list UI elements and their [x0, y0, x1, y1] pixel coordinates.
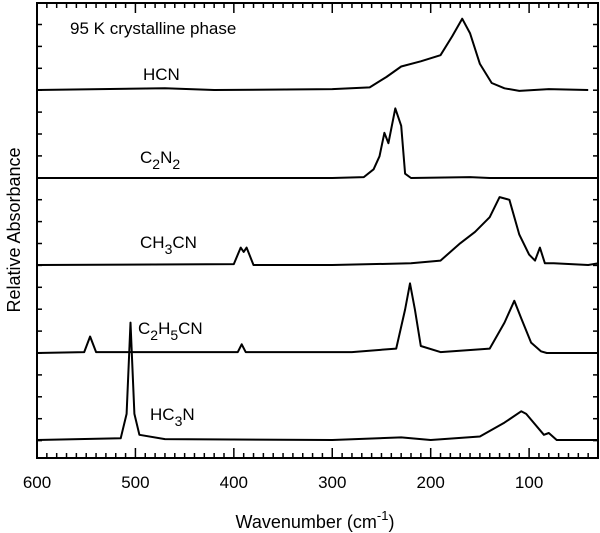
series-labels: HCN C2N2 CH3CN C2H5CN HC3N — [138, 65, 203, 429]
series-label-c2h5cn: C2H5CN — [138, 319, 203, 343]
x-tick-labels: 600 500 400 300 200 100 — [23, 473, 543, 492]
trace-c2h5cn — [36, 282, 598, 354]
x-axis-label: Wavenumber (cm-1) — [236, 508, 395, 532]
y-axis-ticks — [37, 23, 598, 442]
x-tick-label: 300 — [318, 473, 346, 492]
series-label-c2n2: C2N2 — [140, 148, 180, 172]
trace-ch3cn — [36, 196, 599, 266]
x-tick-label: 100 — [515, 473, 543, 492]
trace-c2n2 — [37, 107, 598, 179]
series-label-hcn: HCN — [143, 65, 180, 84]
chart-title: 95 K crystalline phase — [70, 19, 236, 38]
spectrum-traces — [36, 17, 599, 441]
plot-frame — [36, 2, 599, 459]
series-label-ch3cn: CH3CN — [140, 233, 197, 257]
series-label-hc3n: HC3N — [150, 405, 195, 429]
x-tick-label: 200 — [416, 473, 444, 492]
y-axis-label: Relative Absorbance — [4, 147, 24, 312]
x-tick-label: 400 — [220, 473, 248, 492]
x-axis-ticks — [36, 3, 599, 458]
trace-hc3n — [36, 321, 598, 441]
x-tick-label: 500 — [121, 473, 149, 492]
x-tick-label: 600 — [23, 473, 51, 492]
trace-hcn — [36, 17, 589, 92]
